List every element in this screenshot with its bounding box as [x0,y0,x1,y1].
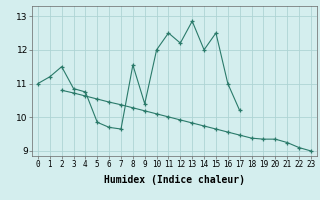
X-axis label: Humidex (Indice chaleur): Humidex (Indice chaleur) [104,175,245,185]
